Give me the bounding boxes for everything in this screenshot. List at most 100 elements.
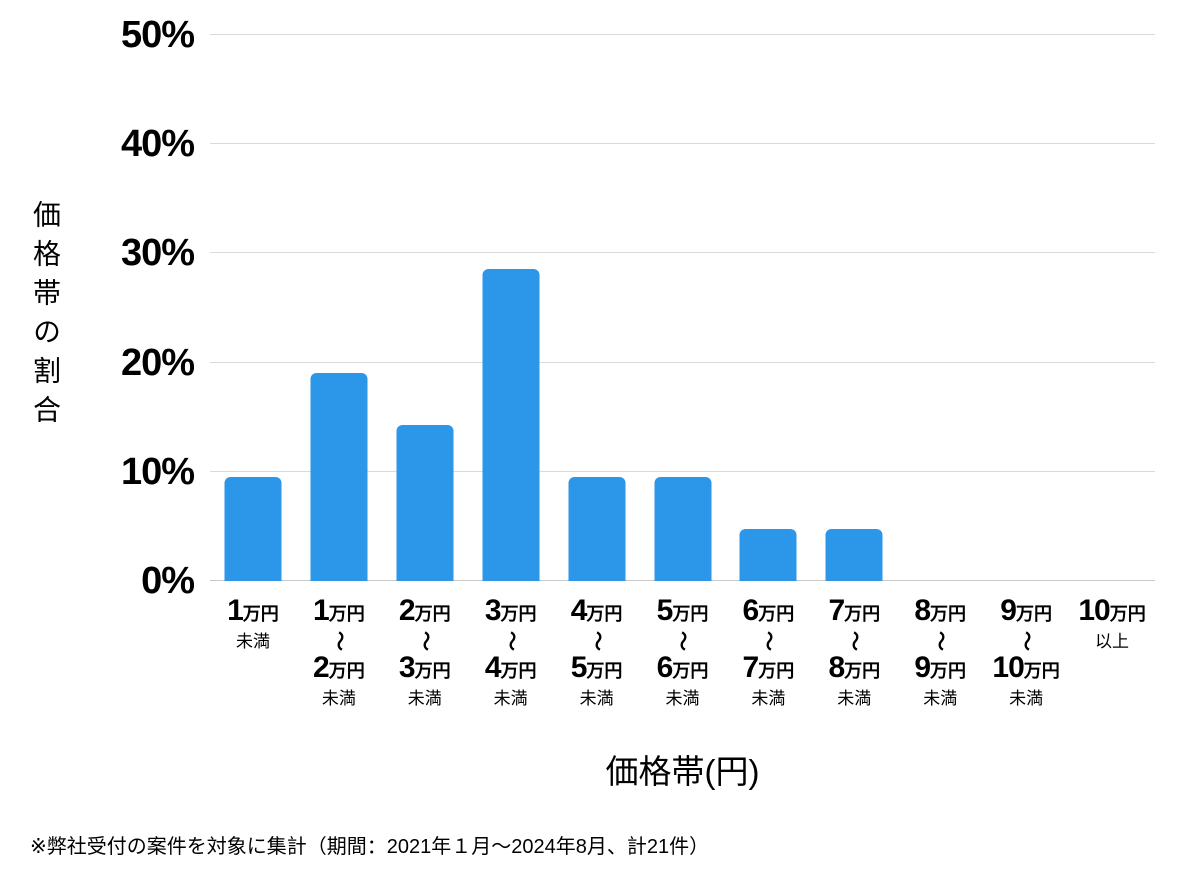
x-label-number: 9 — [1000, 594, 1017, 627]
x-label-value: 1万円 — [296, 596, 382, 631]
x-label-tilde: 〜 — [382, 631, 468, 653]
x-label-number: 3 — [398, 651, 416, 684]
x-label-value: 6万円 — [640, 653, 726, 688]
x-axis-title: 価格帯(円) — [605, 753, 760, 790]
x-label-value: 3万円 — [382, 653, 468, 688]
x-label-note: 以上 — [1095, 632, 1130, 651]
x-label-unit: 万円 — [414, 604, 451, 624]
x-label-unit: 万円 — [930, 604, 967, 624]
x-label-number: 8 — [914, 594, 931, 627]
x-label-value: 9万円 — [897, 653, 983, 688]
tilde-glyph: 〜 — [413, 631, 436, 651]
tilde-glyph: 〜 — [843, 631, 866, 651]
x-label-number: 1 — [313, 594, 330, 627]
bar-1man-2man — [310, 372, 368, 581]
x-tick-label-9man-10man: 9万円〜 10万円 未満 — [983, 596, 1069, 710]
tilde-glyph: 〜 — [585, 631, 608, 651]
x-label-note: 未満 — [321, 689, 356, 708]
x-label-value: 5万円 — [554, 653, 640, 688]
x-label-unit: 万円 — [844, 661, 881, 681]
gridline-10% — [210, 470, 1155, 472]
x-label-number: 5 — [570, 651, 588, 684]
x-label-unit: 万円 — [328, 604, 365, 624]
x-label-tilde: 〜 — [811, 631, 897, 653]
x-tick-label-8man-9man: 8万円〜 9万円 未満 — [897, 596, 983, 710]
x-label-unit: 万円 — [1015, 604, 1052, 624]
x-tick-label-4man-5man: 4万円〜 5万円 未満 — [554, 596, 640, 710]
x-label-number: 7 — [742, 651, 760, 684]
x-label-number: 10 — [992, 651, 1024, 684]
x-label-number: 5 — [656, 594, 674, 627]
y-axis-title: 価格帯の割合 — [30, 200, 61, 434]
x-label-unit: 万円 — [844, 604, 881, 624]
gridline-20% — [210, 361, 1155, 363]
x-tick-label-7man-8man: 7万円〜 8万円 未満 — [811, 596, 897, 710]
tilde-glyph: 〜 — [929, 631, 952, 651]
x-label-unit: 万円 — [758, 604, 795, 624]
x-label-number: 2 — [398, 594, 416, 627]
x-label-unit: 万円 — [672, 604, 709, 624]
x-label-value: 5万円 — [640, 596, 726, 631]
x-label-unit: 万円 — [500, 604, 537, 624]
x-label-unit: 万円 — [758, 661, 795, 681]
bar-7man-8man — [825, 529, 883, 581]
x-label-note: 未満 — [579, 689, 614, 708]
x-label-number: 6 — [742, 594, 760, 627]
x-label-number: 1 — [227, 594, 244, 627]
x-label-unit: 万円 — [930, 661, 967, 681]
bar-4man-5man — [568, 477, 626, 581]
x-tick-label-3man-4man: 3万円〜 4万円 未満 — [468, 596, 554, 710]
x-label-tilde: 〜 — [554, 631, 640, 653]
x-label-value: 9万円 — [983, 596, 1069, 631]
x-label-tilde: 〜 — [640, 631, 726, 653]
x-label-number: 3 — [484, 594, 502, 627]
x-label-value: 6万円 — [725, 596, 811, 631]
y-tick-label-20%: 20% — [120, 341, 195, 384]
x-label-unit: 万円 — [672, 661, 709, 681]
x-label-value: 4万円 — [554, 596, 640, 631]
x-label-value: 2万円 — [296, 653, 382, 688]
y-tick-label-40%: 40% — [120, 123, 195, 166]
gridline-30% — [210, 252, 1155, 254]
x-tick-label-6man-7man: 6万円〜 7万円 未満 — [725, 596, 811, 710]
x-label-number: 10 — [1078, 594, 1110, 627]
x-label-note: 未満 — [751, 689, 786, 708]
x-tick-label-2man-3man: 2万円〜 3万円 未満 — [382, 596, 468, 710]
x-label-note: 未満 — [665, 689, 700, 708]
tilde-glyph: 〜 — [327, 631, 350, 651]
x-label-value: 3万円 — [468, 596, 554, 631]
y-tick-label-10%: 10% — [120, 450, 195, 493]
tilde-glyph: 〜 — [499, 631, 522, 651]
gridline-50% — [210, 34, 1155, 35]
x-label-number: 4 — [484, 651, 502, 684]
x-label-value: 10万円 — [983, 653, 1069, 688]
y-tick-label-30%: 30% — [120, 232, 195, 275]
x-label-number: 6 — [656, 651, 674, 684]
x-label-note: 未満 — [837, 689, 872, 708]
x-label-tilde: 〜 — [897, 631, 983, 653]
x-label-value: 8万円 — [811, 653, 897, 688]
tilde-glyph: 〜 — [1015, 631, 1038, 651]
tilde-glyph: 〜 — [671, 631, 694, 651]
x-label-note: 未満 — [235, 632, 270, 651]
x-label-tilde: 〜 — [468, 631, 554, 653]
bar-6man-7man — [739, 529, 797, 581]
x-axis-tick-labels: 1万円 未満 1万円〜 2万円 未満 2万円〜 3万円 未満 3万円〜 4万円 未満 4万円〜 5万円未… — [210, 596, 1155, 710]
x-label-note: 未満 — [1009, 689, 1044, 708]
x-label-value: 10万円 — [1069, 596, 1155, 631]
x-label-unit: 万円 — [500, 661, 537, 681]
x-label-tilde: 〜 — [725, 631, 811, 653]
x-label-tilde: 〜 — [296, 631, 382, 653]
x-label-unit: 万円 — [1109, 604, 1146, 624]
x-label-number: 8 — [828, 651, 845, 684]
bar-2man-3man — [396, 424, 454, 581]
x-tick-label-5man-6man: 5万円〜 6万円 未満 — [640, 596, 726, 710]
x-label-tilde: 〜 — [983, 631, 1069, 653]
x-label-unit: 万円 — [586, 661, 623, 681]
x-label-unit: 万円 — [414, 661, 451, 681]
x-label-note: 未満 — [407, 689, 442, 708]
x-label-number: 7 — [828, 594, 845, 627]
x-label-unit: 万円 — [1023, 661, 1060, 681]
x-label-value: 8万円 — [897, 596, 983, 631]
y-tick-label-50%: 50% — [120, 14, 195, 56]
